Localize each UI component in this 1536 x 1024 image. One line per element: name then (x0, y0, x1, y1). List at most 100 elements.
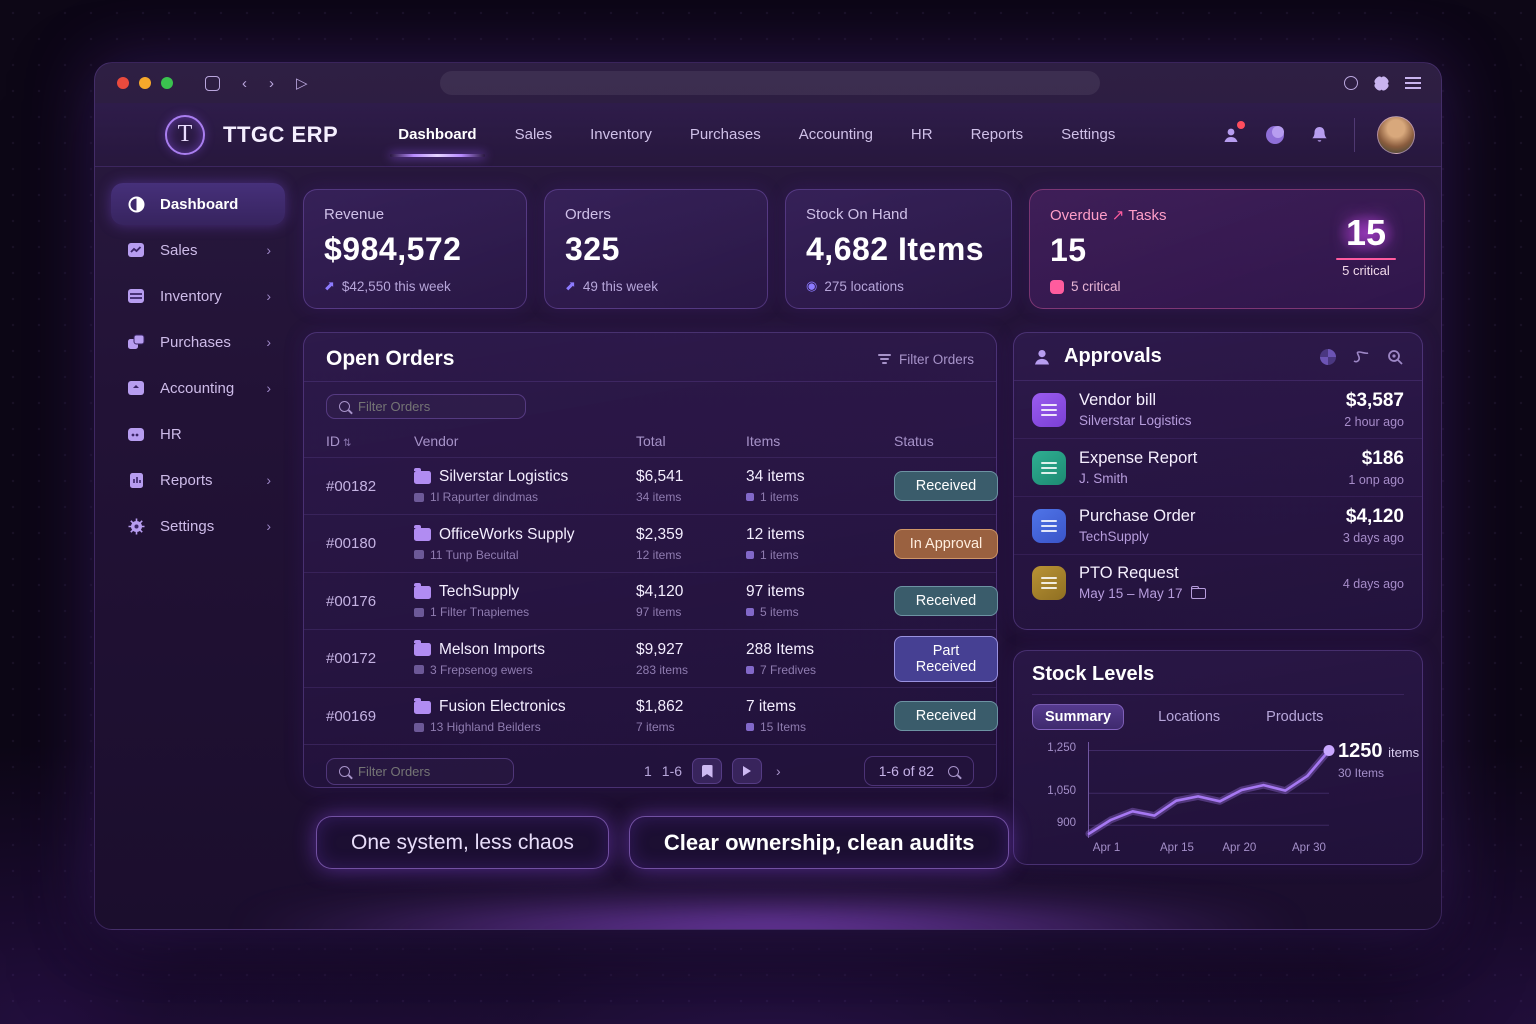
pagination-summary-box[interactable]: 1-6 of 82 (863, 756, 974, 787)
tab-overview-icon[interactable] (205, 75, 220, 91)
y-tick: 1,250 (1047, 742, 1076, 754)
footer-quotes: One system, less chaos Clear ownership, … (316, 816, 1010, 869)
table-row[interactable]: #00172 Melson Imports 3 Frepsenog ewers … (304, 629, 998, 687)
order-id: #00176 (326, 592, 377, 610)
chevron-right-icon: › (266, 242, 271, 258)
status-badge[interactable]: Received (894, 471, 998, 502)
chevron-right-icon[interactable]: › (776, 763, 781, 780)
expense-report-icon (1032, 450, 1066, 485)
kpi-value: 15 (1050, 232, 1087, 268)
kpi-stock-on-hand[interactable]: Stock On Hand 4,682 Items ◉ 275 locations (785, 189, 1012, 309)
sidebar-item-sales[interactable]: Sales › (111, 229, 285, 271)
kpi-sub: 275 locations (824, 278, 904, 294)
person-icon (1035, 349, 1049, 364)
filter-orders-button[interactable]: Filter Orders (877, 352, 974, 367)
pagination-summary: 1-6 of 82 (878, 763, 934, 780)
status-badge[interactable]: Received (894, 586, 998, 617)
kpi-overdue-tasks[interactable]: Overdue ↗ Tasks 15 5 critical 15 5 criti… (1029, 189, 1425, 309)
nav-hr[interactable]: HR (910, 126, 933, 143)
orders-table-header: ID ⇅ Vendor Total Items Status (304, 425, 996, 457)
search-icon[interactable] (1386, 348, 1404, 366)
tab-products[interactable]: Products (1266, 709, 1324, 725)
order-items: 7 items (746, 698, 796, 716)
purchases-icon (125, 333, 147, 351)
vendor-name: Melson Imports (439, 640, 545, 658)
menu-icon[interactable] (1405, 77, 1421, 89)
next-page-button[interactable] (732, 758, 763, 785)
sidebar-item-purchases[interactable]: Purchases › (111, 321, 285, 363)
bell-icon[interactable] (1306, 122, 1332, 148)
order-items: 97 items (746, 583, 805, 601)
items-sub-icon (746, 550, 754, 559)
back-icon[interactable]: ‹ (242, 74, 247, 92)
approval-item[interactable]: Expense Report J. Smith $186 1 onp ago (1014, 439, 1422, 497)
approval-item[interactable]: Vendor bill Silverstar Logistics $3,587 … (1014, 381, 1422, 439)
tab-summary[interactable]: Summary (1032, 704, 1125, 730)
status-badge[interactable]: In Approval (894, 528, 998, 559)
sidebar-item-reports[interactable]: Reports › (111, 459, 285, 501)
approvals-panel: Approvals Vendor bill Silverstar Logisti… (1013, 332, 1423, 630)
swirl-icon[interactable] (1352, 350, 1370, 364)
status-badge[interactable]: Received (894, 701, 998, 732)
order-items: 34 items (746, 468, 805, 486)
tab-locations[interactable]: Locations (1158, 709, 1221, 725)
kpi-orders[interactable]: Orders 325 ⬈ 49 this week (544, 189, 768, 309)
minimize-window-button[interactable] (139, 77, 151, 89)
reload-icon[interactable]: ▷ (296, 74, 308, 92)
moon-icon[interactable] (1262, 122, 1288, 148)
x-axis-labels: Apr 1 Apr 15 Apr 20 Apr 30 (1088, 842, 1328, 858)
nav-inventory[interactable]: Inventory (590, 126, 652, 143)
approval-amount: $4,120 (1345, 506, 1404, 527)
kpi-row: Revenue $984,572 ⬈ $42,550 this week Orde… (303, 189, 1425, 309)
approval-item[interactable]: Purchase Order TechSupply $4,120 3 days … (1014, 497, 1422, 555)
bookmark-page-button[interactable] (692, 758, 723, 785)
sidebar-item-settings[interactable]: Settings › (111, 505, 285, 547)
nav-purchases[interactable]: Purchases (689, 126, 761, 143)
close-window-button[interactable] (117, 77, 129, 89)
table-row[interactable]: #00180 OfficeWorks Supply 11 Tunp Becuit… (304, 514, 998, 572)
user-avatar[interactable] (1377, 115, 1415, 154)
open-orders-title: Open Orders (326, 347, 455, 370)
orders-table-body: #00182 Silverstar Logistics 1l Rapurter … (304, 456, 998, 745)
col-items: Items (746, 432, 781, 449)
table-row[interactable]: #00176 TechSupply 1 Filter Tnapiemes $4,… (304, 571, 998, 630)
nav-dashboard[interactable]: Dashboard (390, 104, 485, 165)
profile-circle-icon[interactable] (1344, 76, 1358, 90)
sidebar-label: Dashboard (160, 195, 239, 213)
approval-item[interactable]: PTO Request May 15 – May 17 4 days ago (1014, 555, 1422, 610)
sidebar-label: Purchases (160, 333, 231, 351)
folder-icon (414, 640, 431, 657)
table-row[interactable]: #00182 Silverstar Logistics 1l Rapurter … (304, 456, 998, 515)
chevron-right-icon: › (266, 518, 271, 534)
quote-button-right[interactable]: Clear ownership, clean audits (628, 816, 1010, 869)
table-row[interactable]: #00169 Fusion Electronics 13 Highland Be… (304, 686, 998, 745)
nav-settings[interactable]: Settings (1061, 126, 1116, 143)
approval-subtitle: Silverstar Logistics (1079, 413, 1192, 428)
forward-icon[interactable]: › (269, 74, 274, 92)
x-tick: Apr 1 (1092, 842, 1121, 854)
order-total: $6,541 (636, 468, 684, 486)
status-badge[interactable]: Part Received (894, 635, 998, 682)
quote-button-left[interactable]: One system, less chaos (316, 816, 609, 869)
orders-search-input[interactable] (358, 398, 498, 414)
search-icon (339, 400, 350, 412)
user-notifications-icon[interactable] (1218, 120, 1245, 148)
sidebar-item-accounting[interactable]: Accounting › (111, 367, 285, 409)
url-bar[interactable] (440, 71, 1100, 95)
orders-search[interactable] (326, 394, 526, 419)
kpi-revenue[interactable]: Revenue $984,572 ⬈ $42,550 this week (303, 189, 527, 309)
pie-icon[interactable] (1320, 348, 1336, 365)
orders-footer-search-input[interactable] (358, 763, 498, 779)
nav-sales[interactable]: Sales (514, 126, 553, 143)
nav-accounting[interactable]: Accounting (798, 126, 873, 143)
sidebar-item-inventory[interactable]: Inventory › (111, 275, 285, 317)
notification-dot (1237, 120, 1245, 129)
nav-reports[interactable]: Reports (970, 126, 1024, 143)
sort-icon[interactable]: ⇅ (343, 437, 352, 449)
maximize-window-button[interactable] (161, 77, 173, 89)
extensions-icon[interactable] (1374, 75, 1389, 91)
orders-footer-search[interactable] (326, 757, 514, 785)
sidebar-item-dashboard[interactable]: Dashboard (111, 183, 285, 225)
sidebar-item-hr[interactable]: HR (111, 413, 285, 455)
approval-subtitle: J. Smith (1079, 471, 1128, 486)
